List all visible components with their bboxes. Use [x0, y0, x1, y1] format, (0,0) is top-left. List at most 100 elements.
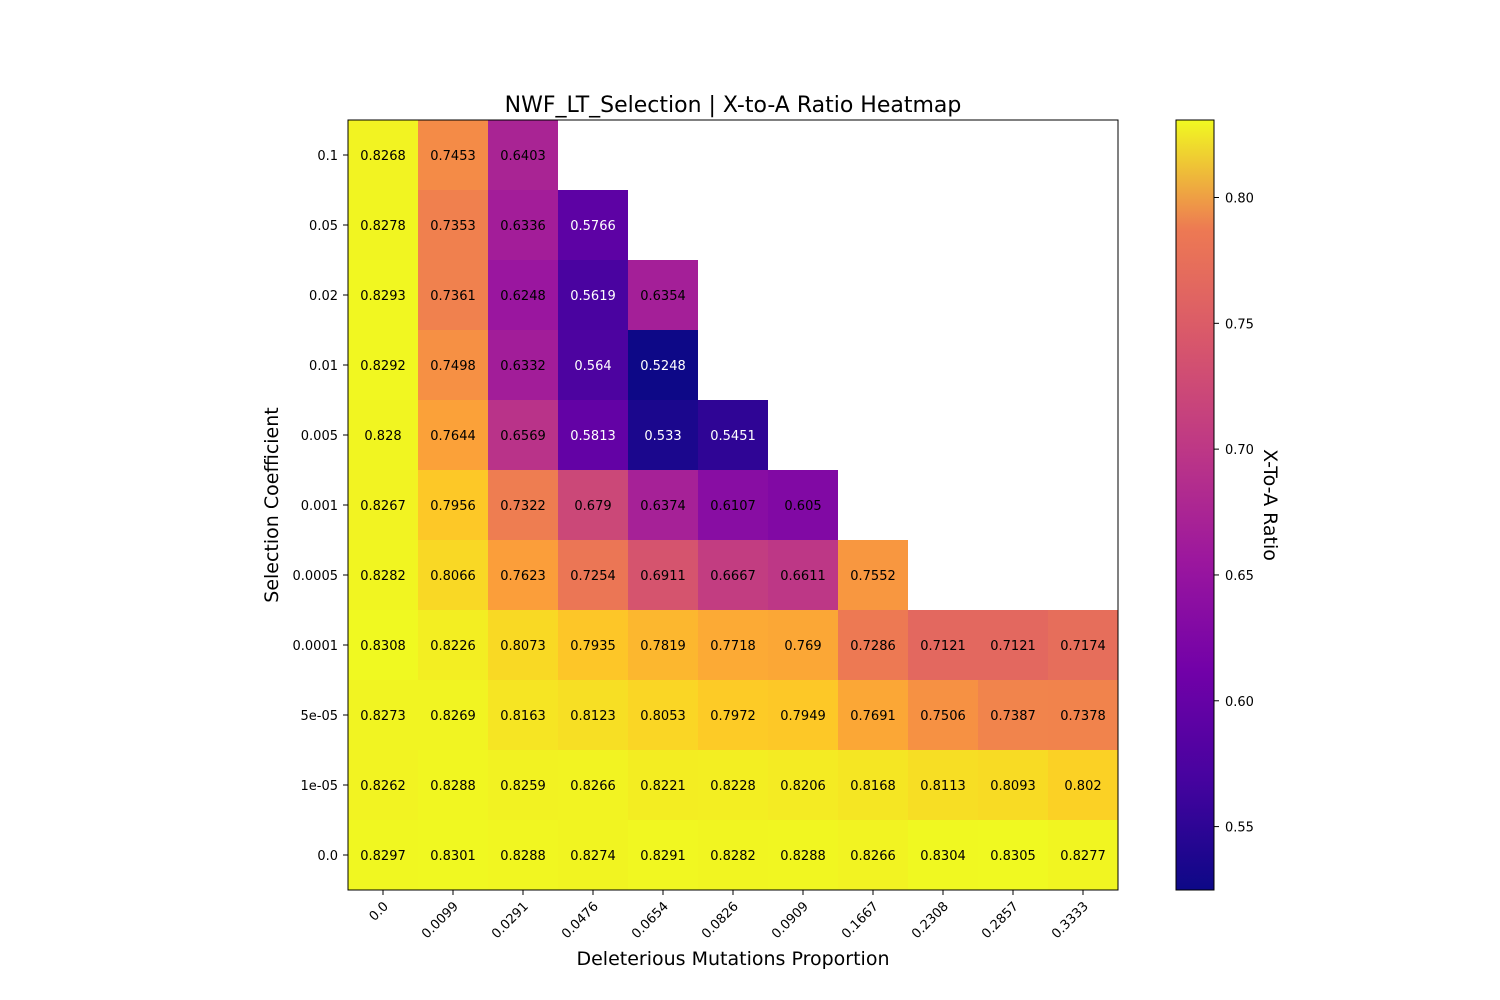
cell-value-label: 0.828: [364, 429, 401, 444]
cell-value-label: 0.7935: [570, 639, 616, 654]
colorbar-tick-label: 0.80: [1225, 192, 1254, 207]
heatmap-cell: [348, 330, 418, 400]
heatmap-cell-labels: 0.8268 0.7453 0.6403 0.8278 0.7353 0.6336 0.57…: [360, 149, 1106, 864]
y-tick-label: 0.02: [309, 289, 338, 304]
x-tick-label: 0.0291: [489, 899, 532, 942]
heatmap-cell: [628, 610, 698, 680]
heatmap-cell: [698, 470, 768, 540]
cell-value-label: 0.7254: [570, 569, 616, 584]
heatmap-cell: [628, 680, 698, 750]
cell-value-label: 0.6336: [500, 219, 546, 234]
heatmap-cell: [698, 750, 768, 820]
x-tick-label: 0.0: [367, 899, 392, 924]
heatmap-cell: [558, 470, 628, 540]
heatmap-cell: [698, 540, 768, 610]
cell-value-label: 0.6354: [640, 289, 686, 304]
heatmap-cell: [768, 610, 838, 680]
heatmap-cell: [488, 470, 558, 540]
cell-value-label: 0.8206: [780, 779, 826, 794]
heatmap-cell: [908, 680, 978, 750]
heatmap-cell: [768, 750, 838, 820]
heatmap-cell: [488, 190, 558, 260]
cell-value-label: 0.8262: [360, 779, 406, 794]
heatmap-cell: [558, 680, 628, 750]
cell-value-label: 0.8282: [360, 569, 406, 584]
heatmap-cell: [348, 400, 418, 470]
colorbar-tick-label: 0.70: [1225, 443, 1254, 458]
x-tick-label: 0.0826: [699, 899, 742, 942]
cell-value-label: 0.6403: [500, 149, 546, 164]
cell-value-label: 0.8288: [780, 849, 826, 864]
cell-value-label: 0.8073: [500, 639, 546, 654]
heatmap-cell: [488, 330, 558, 400]
cell-value-label: 0.7498: [430, 359, 476, 374]
heatmap-cell: [838, 610, 908, 680]
cell-value-label: 0.802: [1064, 779, 1101, 794]
heatmap-cell: [978, 610, 1048, 680]
heatmap-cell: [488, 400, 558, 470]
colorbar-label: X-To-A Ratio: [1259, 449, 1281, 561]
cell-value-label: 0.8282: [710, 849, 756, 864]
cell-value-label: 0.7361: [430, 289, 476, 304]
cell-value-label: 0.8301: [430, 849, 476, 864]
cell-value-label: 0.7956: [430, 499, 476, 514]
y-tick-label: 1e-05: [300, 779, 338, 794]
cell-value-label: 0.7972: [710, 709, 756, 724]
heatmap-cell: [838, 750, 908, 820]
cell-value-label: 0.5813: [570, 429, 616, 444]
cell-value-label: 0.679: [574, 499, 611, 514]
cell-value-label: 0.7353: [430, 219, 476, 234]
heatmap-cell: [418, 680, 488, 750]
cell-value-label: 0.5451: [710, 429, 756, 444]
cell-value-label: 0.7453: [430, 149, 476, 164]
heatmap-cell: [628, 400, 698, 470]
heatmap-cell: [768, 540, 838, 610]
heatmap-cell: [418, 750, 488, 820]
y-tick-label: 5e-05: [300, 709, 338, 724]
heatmap-cell: [418, 540, 488, 610]
heatmap-cell: [978, 820, 1048, 890]
x-tick-label: 0.0476: [559, 899, 602, 942]
cell-value-label: 0.6569: [500, 429, 546, 444]
y-tick-label: 0.005: [301, 429, 338, 444]
y-tick-label: 0.05: [309, 219, 338, 234]
heatmap-cell: [488, 680, 558, 750]
heatmap-cell: [628, 260, 698, 330]
heatmap-cell: [838, 820, 908, 890]
heatmap-cells: [348, 120, 1118, 890]
cell-value-label: 0.6911: [640, 569, 686, 584]
cell-value-label: 0.8221: [640, 779, 686, 794]
cell-value-label: 0.8228: [710, 779, 756, 794]
heatmap-cell: [348, 820, 418, 890]
cell-value-label: 0.8305: [990, 849, 1036, 864]
heatmap-cell: [628, 750, 698, 820]
colorbar-tick-label: 0.55: [1225, 821, 1254, 836]
cell-value-label: 0.6611: [780, 569, 826, 584]
cell-value-label: 0.8288: [500, 849, 546, 864]
heatmap-cell: [628, 330, 698, 400]
colorbar-tick-label: 0.75: [1225, 317, 1254, 332]
cell-value-label: 0.8266: [570, 779, 616, 794]
heatmap-cell: [1048, 610, 1118, 680]
heatmap-cell: [418, 330, 488, 400]
heatmap-cell: [838, 540, 908, 610]
y-tick-label: 0.01: [309, 359, 338, 374]
x-tick-label: 0.3333: [1049, 899, 1092, 942]
colorbar-tick-label: 0.60: [1225, 695, 1254, 710]
heatmap-cell: [418, 190, 488, 260]
cell-value-label: 0.8304: [920, 849, 966, 864]
heatmap-cell: [488, 260, 558, 330]
heatmap-cell: [418, 120, 488, 190]
cell-value-label: 0.7121: [920, 639, 966, 654]
cell-value-label: 0.8259: [500, 779, 546, 794]
heatmap-cell: [348, 540, 418, 610]
cell-value-label: 0.7718: [710, 639, 756, 654]
heatmap-cell: [908, 610, 978, 680]
heatmap-cell: [698, 820, 768, 890]
colorbar: [1175, 119, 1215, 891]
cell-value-label: 0.769: [784, 639, 821, 654]
heatmap-cell: [908, 820, 978, 890]
heatmap-cell: [698, 610, 768, 680]
cell-value-label: 0.8278: [360, 219, 406, 234]
